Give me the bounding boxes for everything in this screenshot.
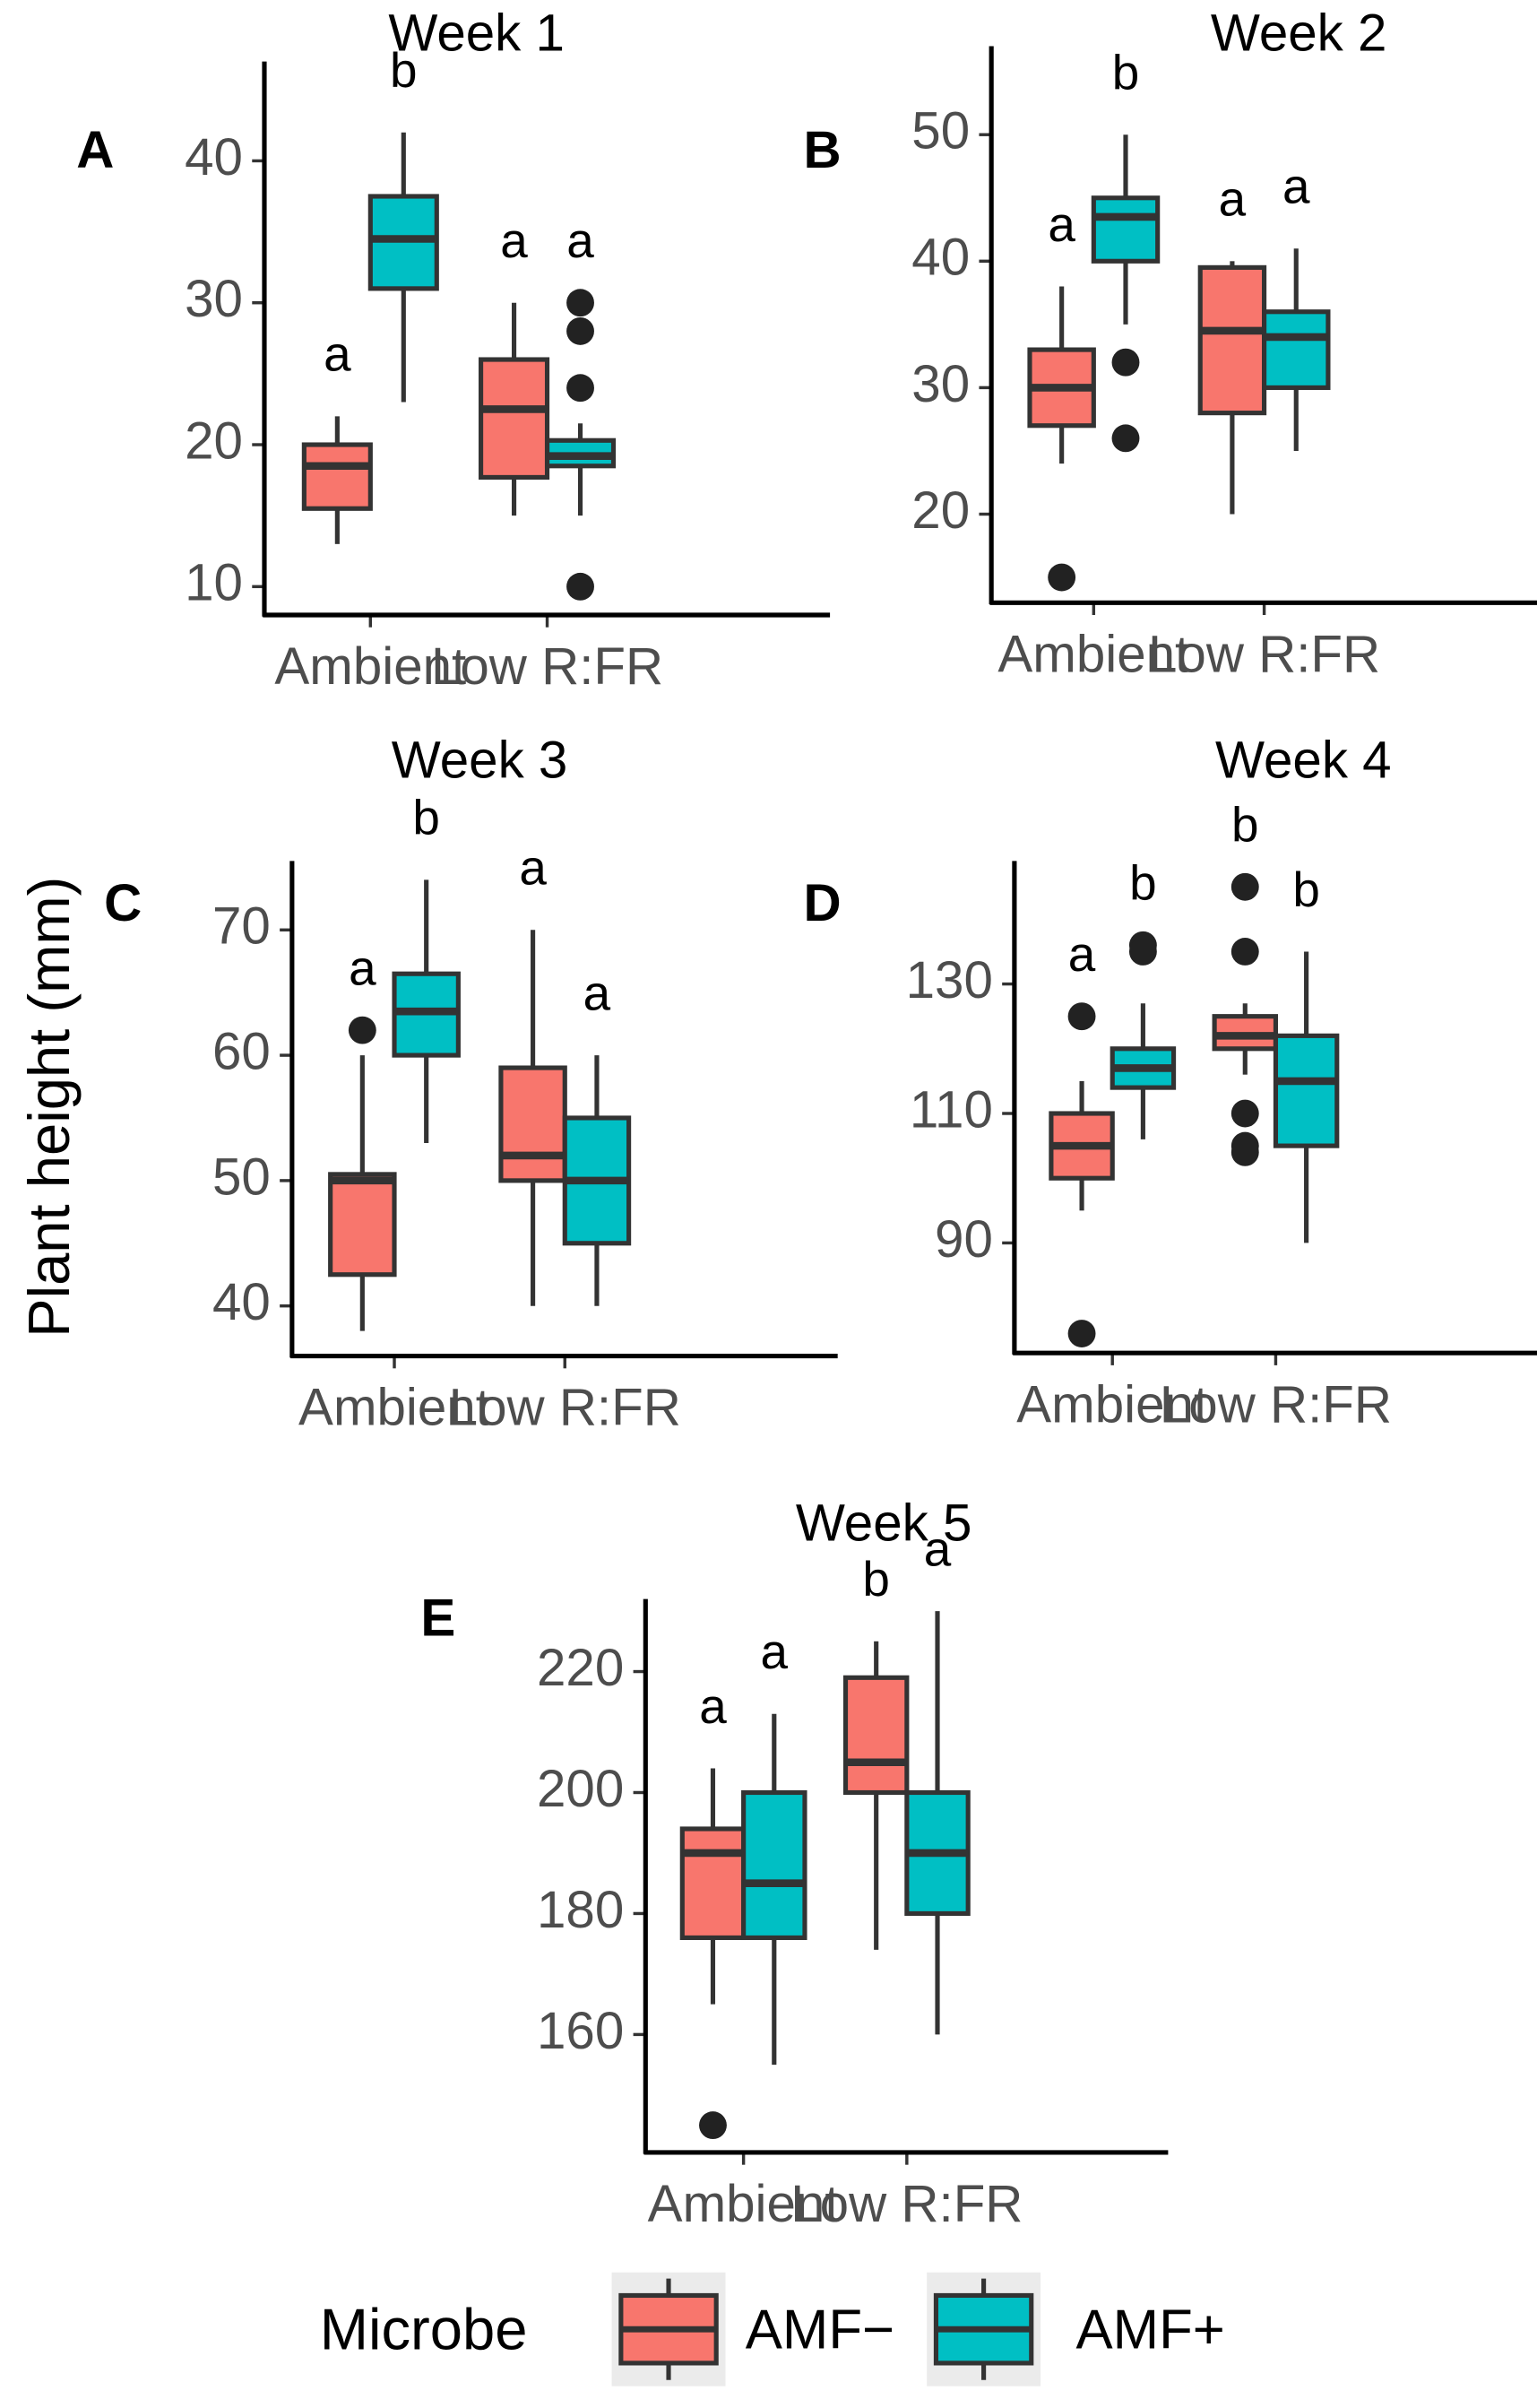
chart-title: Week 3 — [392, 732, 568, 790]
box — [1273, 1033, 1340, 1148]
outlier — [1111, 424, 1140, 453]
y-tick-label: 40 — [911, 229, 970, 287]
significance-letter: b — [1292, 862, 1320, 917]
chart-title: Week 4 — [1215, 732, 1392, 790]
chart-title: Week 2 — [1211, 4, 1387, 63]
significance-letter: a — [349, 940, 376, 995]
outlier — [566, 316, 594, 345]
outlier — [566, 572, 594, 601]
panel-label: C — [104, 874, 142, 932]
legend-label: AMF− — [746, 2300, 894, 2361]
y-tick-label: 200 — [537, 1760, 624, 1818]
y-tick-label: 30 — [185, 270, 243, 328]
significance-letter: a — [583, 965, 611, 1020]
outlier — [699, 2111, 727, 2140]
box — [1197, 264, 1267, 416]
y-tick-label: 130 — [906, 951, 993, 1009]
outlier — [1230, 872, 1259, 901]
significance-letter: a — [500, 212, 528, 268]
outlier — [1230, 938, 1259, 966]
box — [842, 1675, 910, 1796]
box — [479, 357, 550, 481]
x-tick-label: Low R:FR — [790, 2175, 1023, 2233]
box — [498, 1065, 567, 1183]
y-tick-label: 40 — [185, 128, 243, 186]
box — [301, 442, 373, 511]
y-tick-label: 30 — [911, 355, 970, 413]
y-tick-label: 20 — [185, 411, 243, 470]
box — [328, 1172, 397, 1278]
outlier — [1230, 1099, 1259, 1128]
significance-letter: a — [519, 840, 547, 896]
significance-letter: a — [1219, 171, 1247, 227]
panel-label: A — [76, 121, 114, 179]
y-tick-label: 180 — [537, 1881, 624, 1939]
outlier — [566, 289, 594, 317]
y-tick-label: 50 — [212, 1148, 271, 1206]
box — [741, 1789, 807, 1941]
significance-letter: b — [412, 790, 440, 845]
x-tick-label: Ambient — [997, 625, 1189, 683]
panel-label: D — [803, 874, 841, 932]
significance-letter: b — [1129, 855, 1157, 911]
significance-letter: a — [324, 326, 351, 382]
y-tick-label: 20 — [911, 481, 970, 540]
outlier — [1067, 1002, 1096, 1031]
significance-letter: a — [1282, 159, 1310, 214]
significance-letter: a — [566, 212, 594, 268]
y-tick-label: 110 — [910, 1080, 993, 1139]
box — [1091, 195, 1161, 264]
y-tick-label: 60 — [212, 1022, 271, 1080]
significance-letter: b — [862, 1551, 890, 1607]
y-tick-label: 90 — [935, 1210, 993, 1269]
outlier — [348, 1016, 376, 1044]
y-tick-label: 50 — [911, 102, 970, 160]
legend-title: Microbe — [320, 2297, 528, 2362]
panel-label: B — [803, 121, 841, 179]
x-tick-label: Low R:FR — [431, 637, 663, 696]
y-tick-label: 40 — [212, 1273, 271, 1331]
x-tick-label: Low R:FR — [1160, 1375, 1392, 1434]
outlier — [1048, 563, 1076, 592]
significance-letter: a — [1048, 196, 1075, 252]
x-tick-label: Low R:FR — [449, 1379, 681, 1437]
x-tick-label: Ambient — [298, 1379, 490, 1437]
box — [1262, 309, 1331, 390]
significance-letter: b — [1112, 45, 1140, 100]
box — [679, 1826, 747, 1941]
y-tick-label: 70 — [212, 897, 271, 956]
y-axis-label: Plant height (mm) — [16, 877, 82, 1338]
x-tick-label: Ambient — [274, 637, 466, 696]
y-tick-label: 10 — [185, 554, 243, 612]
outlier — [1067, 1320, 1096, 1347]
y-tick-label: 160 — [537, 2002, 624, 2060]
y-tick-label: 220 — [537, 1639, 624, 1697]
significance-letter: b — [390, 42, 418, 98]
x-tick-label: Ambient — [648, 2175, 840, 2233]
chart-title: Week 5 — [796, 1494, 972, 1552]
x-tick-label: Ambient — [1016, 1375, 1208, 1434]
outlier — [566, 374, 594, 403]
significance-letter: a — [699, 1678, 727, 1734]
significance-letter: a — [924, 1520, 952, 1576]
outlier — [1111, 348, 1140, 377]
outlier — [1128, 938, 1157, 966]
significance-letter: a — [1068, 926, 1096, 982]
chart-title: Week 1 — [388, 4, 565, 63]
legend-label: AMF+ — [1075, 2300, 1224, 2361]
significance-letter: a — [761, 1624, 789, 1679]
panel-label: E — [420, 1589, 455, 1648]
x-tick-label: Low R:FR — [1148, 625, 1380, 683]
outlier — [1230, 1138, 1259, 1166]
significance-letter: b — [1231, 797, 1259, 853]
